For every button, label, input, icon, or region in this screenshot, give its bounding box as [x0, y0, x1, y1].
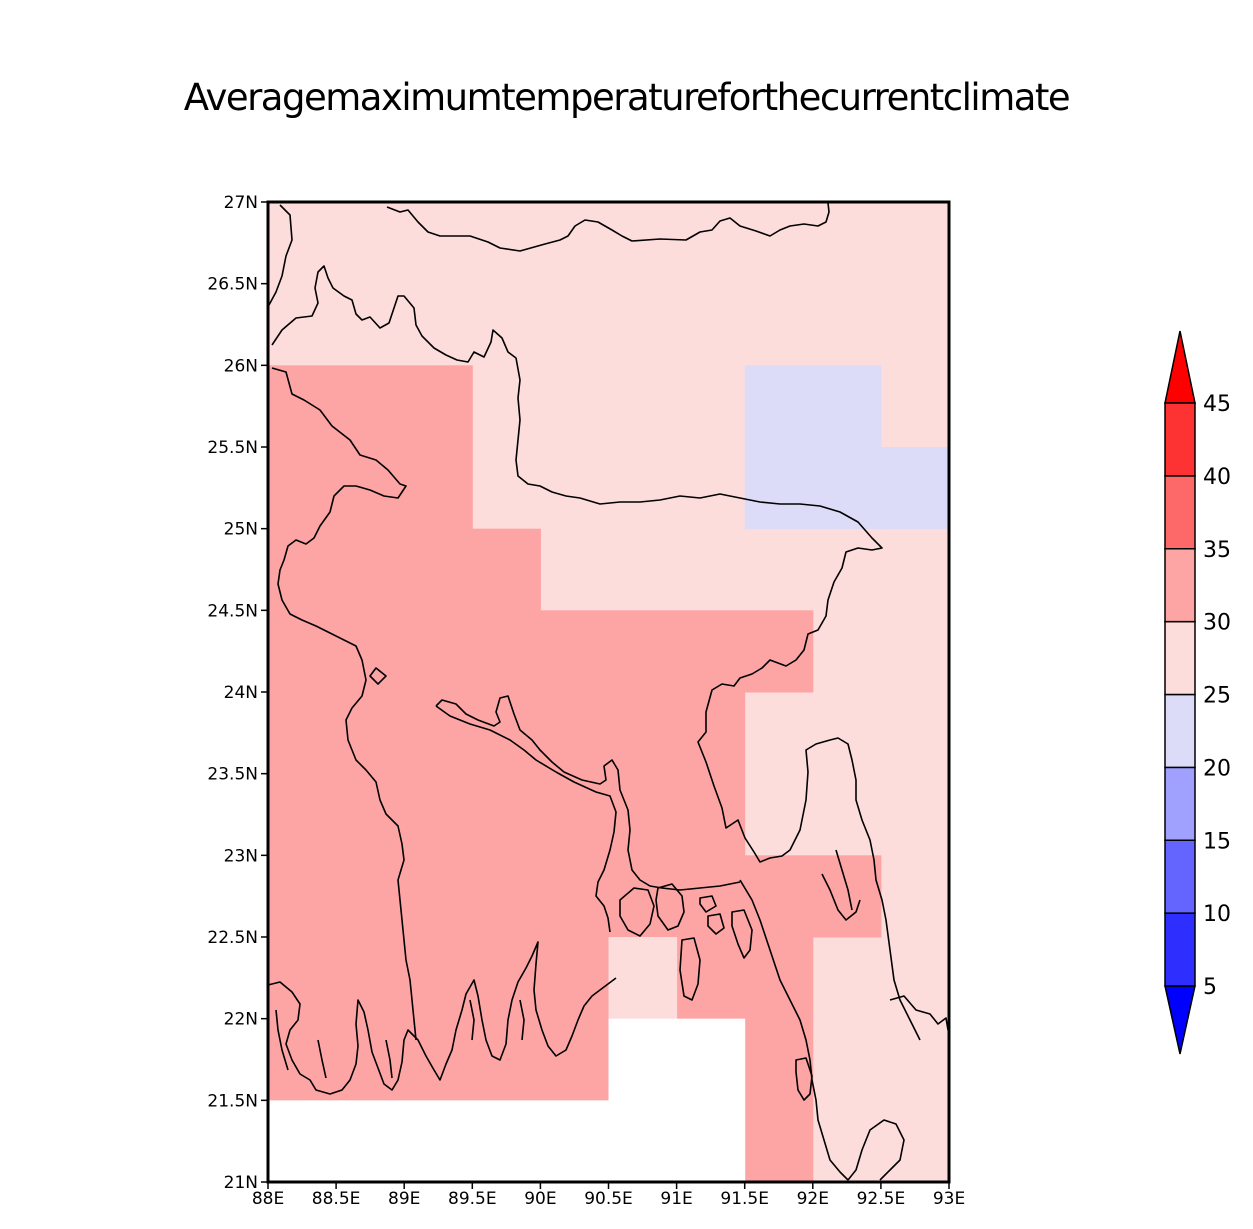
colorbar-segment	[1164, 402, 1196, 477]
y-tick-label: 26.5N	[207, 275, 258, 295]
grid-cell	[268, 1100, 746, 1183]
colorbar-segment	[1164, 912, 1196, 987]
grid-cell	[540, 610, 609, 1101]
temperature-grid	[268, 202, 950, 1183]
x-tick-label: 88E	[252, 1189, 284, 1209]
grid-cell	[608, 610, 746, 938]
y-tick-label: 24.5N	[207, 601, 258, 621]
map-title: Averagemaximumtemperatureforthecurrentcl…	[183, 76, 1071, 119]
x-tick-label: 90.5E	[584, 1189, 633, 1209]
x-tick-label: 90E	[524, 1189, 556, 1209]
y-tick-label: 26N	[224, 356, 258, 376]
grid-cell	[608, 1018, 746, 1101]
y-tick-label: 21.5N	[207, 1091, 258, 1111]
colorbar-low-arrow	[1164, 985, 1196, 1055]
y-tick-label: 23.5N	[207, 765, 258, 785]
grid-cell	[676, 937, 746, 1020]
axis-ticks: 88E 88.5E 89E 89.5E 90E 90.5E 91E 91.5E 92E 92.5E…	[207, 193, 965, 1209]
x-tick-label: 92E	[797, 1189, 829, 1209]
colorbar-label: 15	[1203, 829, 1231, 854]
colorbar-label: 5	[1203, 975, 1217, 1000]
x-tick-label: 89E	[388, 1189, 420, 1209]
grid-cell	[812, 855, 882, 938]
grid-cell	[880, 447, 950, 530]
y-tick-label: 24N	[224, 683, 258, 703]
x-tick-label: 91.5E	[720, 1189, 769, 1209]
colorbar-segment	[1164, 620, 1196, 696]
grid-cell	[608, 937, 678, 1020]
colorbar-label: 45	[1203, 392, 1231, 417]
colorbar-label: 40	[1203, 465, 1231, 490]
x-tick-label: 88.5E	[312, 1189, 361, 1209]
colorbar-high-arrow	[1164, 330, 1196, 404]
grid-cell	[744, 855, 814, 1183]
colorbar-label: 30	[1203, 611, 1231, 636]
grid-cell	[744, 365, 882, 530]
colorbar-legend: 5 10 15 20 25 30 35 40 45	[1164, 330, 1231, 1055]
colorbar-segment	[1164, 766, 1196, 841]
colorbar-segment	[1164, 475, 1196, 550]
x-tick-label: 91E	[660, 1189, 692, 1209]
y-tick-label: 25.5N	[207, 438, 258, 458]
y-tick-label: 23N	[224, 846, 258, 866]
colorbar-label: 25	[1203, 684, 1231, 709]
y-tick-label: 22.5N	[207, 928, 258, 948]
grid-cell	[472, 528, 541, 1101]
colorbar-label: 20	[1203, 756, 1231, 781]
grid-cell	[268, 365, 473, 1101]
coastline-boundaries	[267, 202, 949, 1181]
y-tick-label: 21N	[224, 1173, 258, 1193]
y-tick-label: 27N	[224, 193, 258, 213]
colorbar-segment	[1164, 548, 1196, 623]
colorbar-label: 35	[1203, 538, 1231, 563]
y-tick-label: 25N	[224, 520, 258, 540]
colorbar-segment	[1164, 693, 1196, 769]
x-tick-label: 93E	[933, 1189, 965, 1209]
x-tick-label: 92.5E	[857, 1189, 906, 1209]
colorbar-label: 10	[1203, 902, 1231, 927]
x-tick-label: 89.5E	[448, 1189, 497, 1209]
colorbar-segment	[1164, 839, 1196, 914]
y-tick-label: 22N	[224, 1010, 258, 1030]
